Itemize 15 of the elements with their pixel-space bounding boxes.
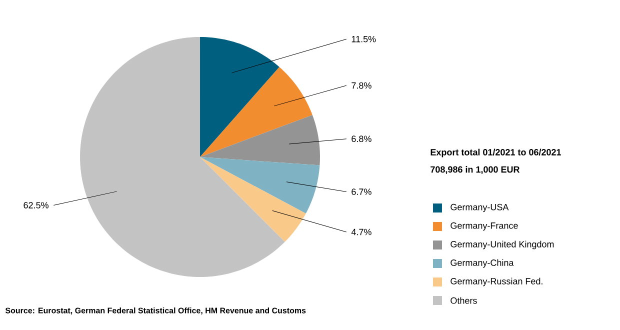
legend-label: Germany-USA [450, 204, 509, 212]
legend-title: Export total 01/2021 to 06/2021 [430, 148, 561, 158]
data-label: 6.8% [352, 136, 372, 142]
data-label: 7.8% [352, 82, 372, 89]
legend-label: Germany-Russian Fed. [450, 278, 542, 286]
legend-label: Germany-France [450, 222, 518, 231]
legend-label: Germany-United Kingdom [450, 240, 554, 250]
data-label: 4.7% [351, 228, 372, 236]
legend-label: Others [450, 297, 477, 304]
legend-label: Germany-China [450, 259, 514, 268]
source-note: Source: Eurostat, German Federal Statistical Office, HM Revenue and Customs [5, 307, 306, 315]
data-label: 6.7% [352, 188, 372, 195]
data-label: 11.5% [352, 36, 376, 42]
text: 708,986 in 1,000 EUR [430, 166, 520, 174]
data-label: 62.5% [24, 202, 48, 208]
